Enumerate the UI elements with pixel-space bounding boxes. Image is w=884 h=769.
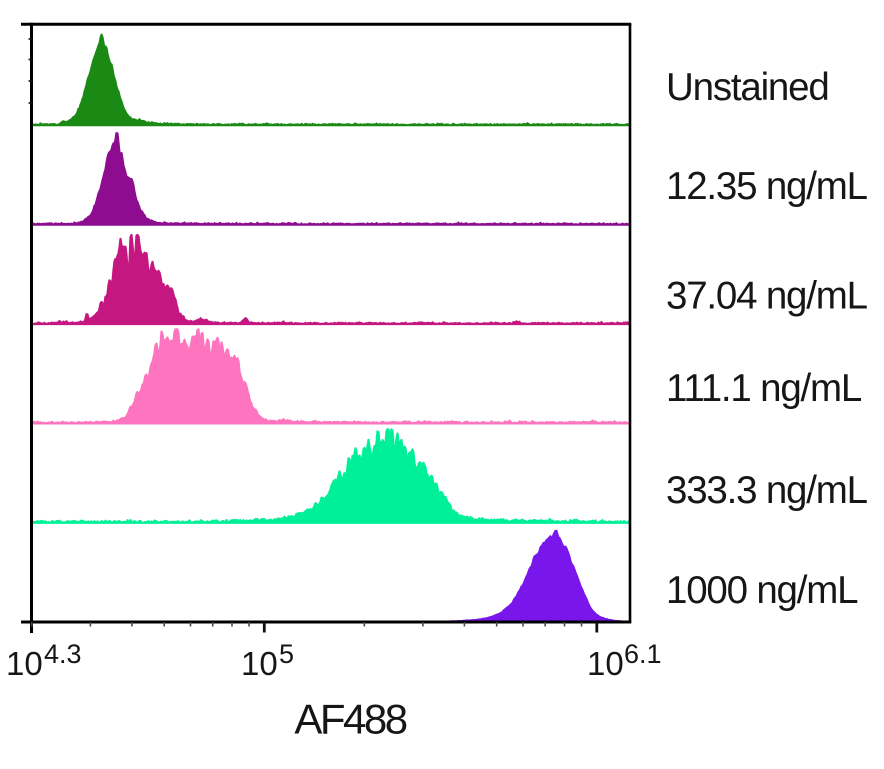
svg-text:1000 ng/mL: 1000 ng/mL	[666, 569, 858, 612]
svg-text:4.3: 4.3	[44, 639, 82, 669]
svg-text:10: 10	[241, 645, 278, 682]
svg-text:111.1 ng/mL: 111.1 ng/mL	[666, 367, 862, 410]
svg-text:5: 5	[279, 639, 294, 669]
svg-text:12.35 ng/mL: 12.35 ng/mL	[666, 165, 868, 208]
svg-text:AF488: AF488	[294, 696, 406, 743]
svg-text:Unstained: Unstained	[666, 66, 829, 109]
svg-text:333.3 ng/mL: 333.3 ng/mL	[666, 469, 868, 512]
svg-text:10: 10	[6, 645, 43, 682]
svg-text:37.04 ng/mL: 37.04 ng/mL	[666, 275, 868, 318]
svg-text:6.1: 6.1	[624, 639, 662, 669]
svg-text:10: 10	[587, 645, 624, 682]
